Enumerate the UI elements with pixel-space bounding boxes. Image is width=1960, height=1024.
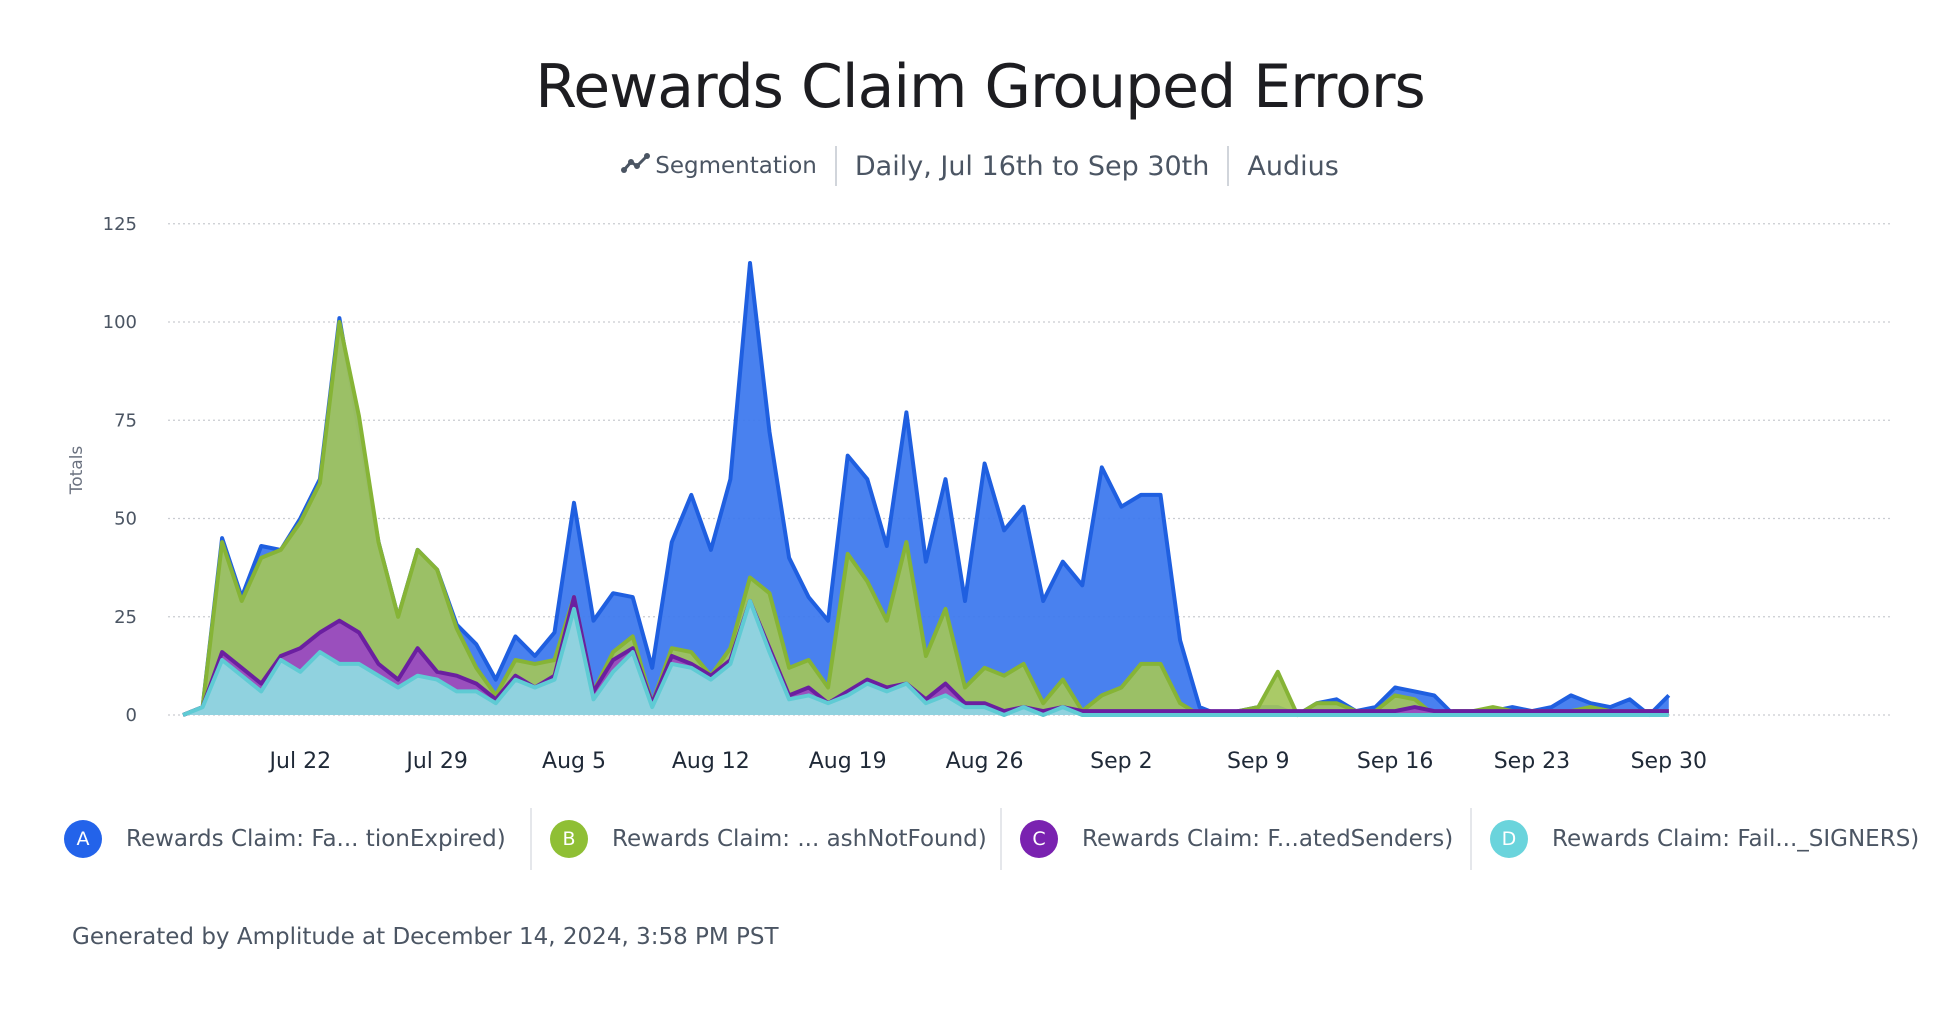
line-chart-icon xyxy=(621,152,651,180)
series-b-line xyxy=(182,320,1669,717)
x-tick-label: Aug 12 xyxy=(672,749,750,774)
series-areas xyxy=(182,261,1671,717)
legend-item-d[interactable]: D Rewards Claim: Fail..._SIGNERS) xyxy=(1470,808,1940,870)
series-c-line xyxy=(182,595,1669,717)
y-tick-label: 50 xyxy=(114,509,137,530)
legend-label-a: Rewards Claim: Fa... tionExpired) xyxy=(126,826,506,852)
date-range: Daily, Jul 16th to Sep 30th xyxy=(834,146,1228,186)
x-tick-label: Sep 16 xyxy=(1357,749,1433,774)
x-tick-label: Aug 26 xyxy=(946,749,1024,774)
series-b-badge: B xyxy=(550,820,588,858)
legend-item-b[interactable]: B Rewards Claim: ... ashNotFound) xyxy=(530,808,1000,870)
y-tick-label: 25 xyxy=(114,607,137,628)
series-d-badge: D xyxy=(1490,820,1528,858)
y-tick-label: 0 xyxy=(126,705,137,726)
series-d-area xyxy=(183,601,1669,715)
stacked-area-chart: 0 25 50 75 100 125 Jul 22 Jul 29 Aug 5 Aug 12 Aug … xyxy=(67,214,1893,774)
legend-label-c: Rewards Claim: F...atedSenders) xyxy=(1082,826,1454,852)
legend-label-b: Rewards Claim: ... ashNotFound) xyxy=(612,826,987,852)
x-tick-label: Sep 23 xyxy=(1494,749,1570,774)
legend: A Rewards Claim: Fa... tionExpired) B Re… xyxy=(60,808,1940,870)
series-d-line xyxy=(182,599,1669,717)
generated-footer: Generated by Amplitude at December 14, 2… xyxy=(72,924,779,950)
chart-subtitle: Segmentation Daily, Jul 16th to Sep 30th… xyxy=(0,146,1960,186)
segmentation-chip: Segmentation xyxy=(603,152,835,180)
page-title: Rewards Claim Grouped Errors xyxy=(535,52,1426,122)
legend-item-a[interactable]: A Rewards Claim: Fa... tionExpired) xyxy=(60,808,530,870)
y-tick-label: 125 xyxy=(103,214,137,235)
series-a-badge: A xyxy=(64,820,102,858)
y-tick-label: 100 xyxy=(103,312,137,333)
x-tick-label: Jul 29 xyxy=(404,749,468,774)
segmentation-label: Segmentation xyxy=(655,153,817,179)
y-axis-label: Totals xyxy=(67,446,87,496)
x-tick-label: Sep 2 xyxy=(1090,749,1152,774)
legend-item-c[interactable]: C Rewards Claim: F...atedSenders) xyxy=(1000,808,1470,870)
x-tick-label: Aug 5 xyxy=(542,749,606,774)
x-tick-label: Jul 22 xyxy=(268,749,332,774)
axes: 0 25 50 75 100 125 Jul 22 Jul 29 Aug 5 Aug 12 Aug … xyxy=(103,214,1707,774)
series-c-badge: C xyxy=(1020,820,1058,858)
legend-label-d: Rewards Claim: Fail..._SIGNERS) xyxy=(1552,826,1920,852)
y-tick-label: 75 xyxy=(114,410,137,431)
project-name: Audius xyxy=(1227,146,1356,186)
x-tick-label: Aug 19 xyxy=(809,749,887,774)
x-tick-label: Sep 9 xyxy=(1227,749,1289,774)
x-tick-label: Sep 30 xyxy=(1631,749,1707,774)
